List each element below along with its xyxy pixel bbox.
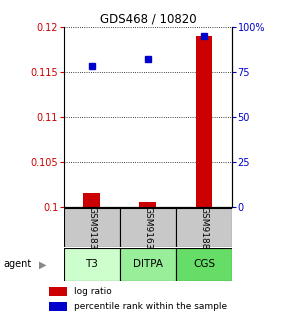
Bar [139, 202, 156, 207]
Bar [120, 208, 176, 247]
Text: GSM9183: GSM9183 [87, 206, 96, 249]
Text: ▶: ▶ [39, 259, 47, 269]
Bar [120, 248, 176, 281]
Bar [176, 248, 232, 281]
Text: agent: agent [3, 259, 31, 269]
Text: GSM9188: GSM9188 [200, 206, 209, 249]
Title: GDS468 / 10820: GDS468 / 10820 [99, 13, 196, 26]
Bar [84, 193, 100, 207]
Text: DITPA: DITPA [133, 259, 163, 269]
Text: CGS: CGS [193, 259, 215, 269]
Text: T3: T3 [85, 259, 98, 269]
Bar [64, 208, 120, 247]
Bar [64, 248, 120, 281]
Bar [49, 302, 67, 311]
Bar [49, 287, 67, 296]
Text: log ratio: log ratio [74, 287, 112, 296]
Bar [195, 36, 212, 207]
Text: GSM9163: GSM9163 [143, 206, 153, 249]
Text: percentile rank within the sample: percentile rank within the sample [74, 302, 227, 311]
Bar [176, 208, 232, 247]
